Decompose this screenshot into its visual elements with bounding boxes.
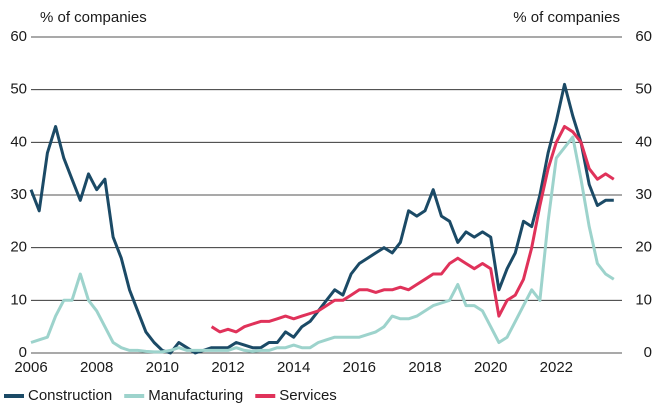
- y2-tick-label: 30: [635, 186, 652, 203]
- series-line: [30, 135, 615, 354]
- x-tick-label: 2014: [277, 359, 310, 376]
- legend-label: Services: [279, 387, 337, 403]
- x-tick-label: 2020: [474, 359, 507, 376]
- x-tick-label: 2008: [80, 359, 113, 376]
- x-tick-label: 2006: [14, 359, 47, 376]
- series-line: [210, 125, 615, 334]
- legend-label: Manufacturing: [148, 387, 243, 403]
- y-tick-label: 50: [10, 81, 27, 98]
- y-tick-label: 30: [10, 186, 27, 203]
- x-tick-label: 2018: [408, 359, 441, 376]
- y-axis-label: % of companies: [40, 9, 147, 26]
- y-tick-label: 40: [10, 133, 27, 150]
- y2-tick-label: 20: [635, 239, 652, 256]
- y-tick-label: 10: [10, 291, 27, 308]
- legend-label: Construction: [28, 387, 112, 403]
- y2-tick-label: 50: [635, 81, 652, 98]
- y2-tick-label: 40: [635, 133, 652, 150]
- x-tick-label: 2016: [343, 359, 376, 376]
- y2-axis-label: % of companies: [513, 9, 620, 26]
- y2-tick-label: 0: [644, 344, 652, 361]
- x-tick-label: 2012: [211, 359, 244, 376]
- y-tick-label: 0: [19, 344, 27, 361]
- series-line: [29, 82, 614, 355]
- y-tick-label: 60: [10, 28, 27, 45]
- y2-tick-label: 10: [635, 291, 652, 308]
- y-tick-label: 20: [10, 239, 27, 256]
- x-tick-label: 2022: [540, 359, 573, 376]
- x-tick-label: 2010: [146, 359, 179, 376]
- y2-tick-label: 60: [635, 28, 652, 45]
